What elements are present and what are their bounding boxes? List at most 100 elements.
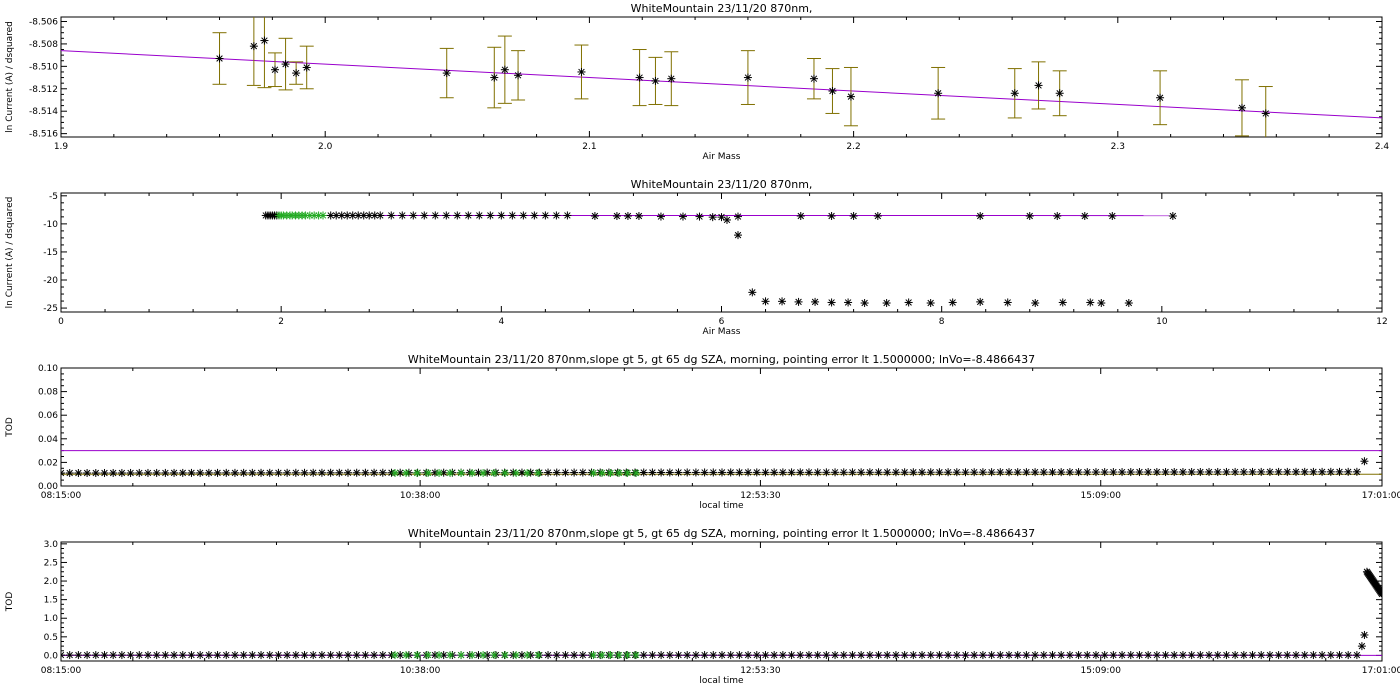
data-point — [848, 651, 857, 660]
data-point — [1231, 651, 1240, 660]
data-point — [590, 212, 599, 221]
data-point — [615, 469, 624, 478]
data-point — [1109, 468, 1118, 477]
data-point — [74, 469, 83, 478]
data-point — [213, 468, 222, 477]
data-point — [848, 468, 857, 477]
data-point — [561, 651, 570, 660]
data-point — [544, 468, 553, 477]
data-point — [822, 651, 831, 660]
data-point — [283, 651, 292, 660]
data-point — [161, 651, 170, 660]
data-point — [530, 211, 539, 220]
data-point — [632, 651, 641, 660]
data-point — [508, 211, 517, 220]
data-point — [1335, 651, 1344, 660]
y-axis-label: TOD — [5, 417, 15, 438]
data-point — [831, 468, 840, 477]
data-point — [1257, 467, 1266, 476]
data-point — [1335, 467, 1344, 476]
y-axis-label: TOD — [5, 592, 15, 613]
data-point — [178, 651, 187, 660]
data-point — [352, 651, 361, 660]
data-point — [674, 651, 683, 660]
data-point — [1326, 467, 1335, 476]
y-tick-label: 3.0 — [44, 540, 59, 550]
data-point — [597, 651, 606, 660]
data-point — [257, 468, 266, 477]
data-point — [944, 651, 953, 660]
data-point — [1135, 651, 1144, 660]
data-point — [623, 651, 632, 660]
data-point — [909, 468, 918, 477]
y-tick-label: 0.0 — [44, 651, 59, 661]
data-point — [987, 468, 996, 477]
y-tick-label: 2.0 — [44, 577, 59, 587]
data-point — [435, 651, 444, 660]
data-point — [378, 468, 387, 477]
data-point — [74, 651, 83, 660]
data-point — [597, 469, 606, 478]
data-point — [822, 468, 831, 477]
data-point — [1074, 651, 1083, 660]
data-point — [83, 468, 92, 477]
data-point — [1274, 651, 1283, 660]
data-point — [904, 298, 913, 307]
data-point — [873, 212, 882, 221]
data-point — [248, 651, 257, 660]
data-point — [215, 54, 224, 63]
data-point — [1161, 651, 1170, 660]
data-point — [1055, 89, 1064, 98]
data-point — [152, 468, 161, 477]
x-tick-label: 2.2 — [846, 142, 860, 152]
data-point — [1205, 467, 1214, 476]
data-point — [778, 297, 787, 306]
data-point — [761, 651, 770, 660]
data-point — [257, 651, 266, 660]
data-point — [170, 651, 179, 660]
data-point — [726, 651, 735, 660]
data-point — [796, 212, 805, 221]
data-point — [335, 651, 344, 660]
data-point — [874, 651, 883, 660]
data-point — [204, 468, 213, 477]
data-point — [1292, 651, 1301, 660]
data-point — [900, 468, 909, 477]
data-point — [811, 297, 820, 306]
data-point — [665, 651, 674, 660]
data-point — [468, 469, 477, 478]
data-point — [1205, 651, 1214, 660]
data-point — [1083, 651, 1092, 660]
data-point — [813, 651, 822, 660]
data-point — [996, 468, 1005, 477]
data-point — [1300, 651, 1309, 660]
data-point — [420, 211, 429, 220]
data-point — [683, 468, 692, 477]
data-point — [1357, 642, 1366, 651]
data-point — [1039, 651, 1048, 660]
data-point — [61, 469, 65, 478]
data-point — [1048, 468, 1057, 477]
data-point — [996, 651, 1005, 660]
data-point — [882, 299, 891, 308]
data-point — [770, 468, 779, 477]
data-point — [723, 215, 732, 224]
data-point — [865, 468, 874, 477]
data-point — [1109, 651, 1118, 660]
data-point — [657, 651, 666, 660]
data-point — [1168, 212, 1177, 221]
data-point — [839, 468, 848, 477]
data-point — [683, 651, 692, 660]
data-point — [514, 71, 523, 80]
y-tick-label: -25 — [43, 304, 58, 314]
data-point — [578, 468, 587, 477]
y-axis-label: ln Current (A) / dsquared — [5, 21, 15, 133]
data-point — [100, 468, 109, 477]
data-point — [1261, 109, 1270, 118]
data-point — [544, 651, 553, 660]
data-point — [1124, 299, 1133, 308]
plot-frame — [60, 192, 1383, 313]
data-point — [283, 468, 292, 477]
data-point — [752, 468, 761, 477]
data-point — [302, 63, 311, 72]
